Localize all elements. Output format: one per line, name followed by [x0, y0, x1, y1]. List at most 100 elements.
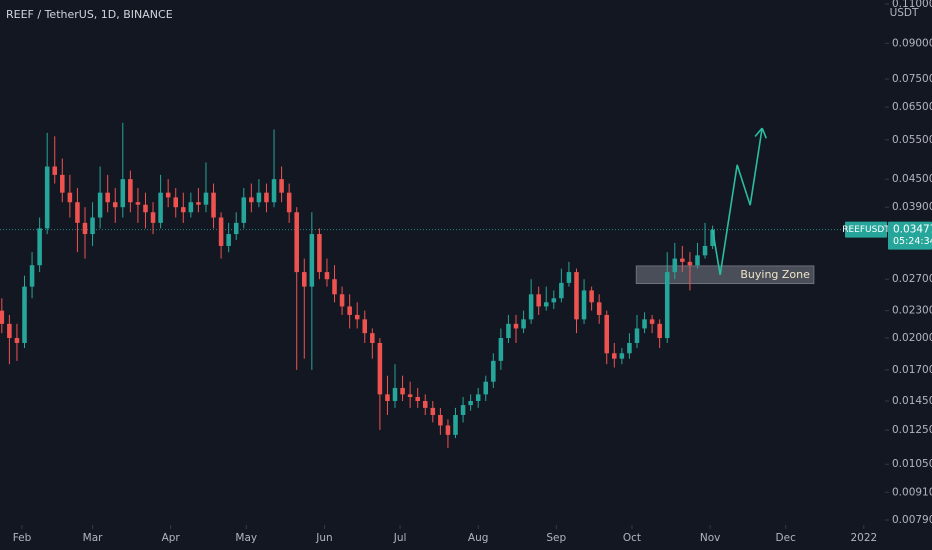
x-tick-label: Nov — [700, 532, 721, 544]
y-tick-label: 0.03900 — [892, 201, 932, 213]
candle-body — [589, 290, 594, 303]
y-tick-label: 0.01250 — [892, 424, 932, 436]
x-tick-label: 2022 — [850, 532, 877, 544]
candle-body — [196, 202, 201, 205]
candle-body — [279, 179, 284, 193]
candle-body — [430, 407, 436, 416]
candle-body — [135, 202, 141, 205]
candle-body — [362, 319, 368, 334]
y-tick-label: 0.01700 — [892, 364, 932, 376]
candle-body — [627, 342, 632, 354]
candle-body — [128, 179, 133, 203]
candle-body — [506, 323, 511, 339]
x-tick-label: Sep — [546, 532, 566, 544]
candle-body — [672, 258, 678, 273]
candle-body — [203, 192, 209, 205]
candle-body — [536, 294, 541, 307]
arrow-head — [761, 127, 768, 139]
y-tick-label: 0.00790 — [892, 514, 932, 526]
candle-body — [112, 202, 118, 208]
candle-body — [354, 314, 360, 320]
candle-body — [559, 282, 564, 299]
y-tick-label: 0.06500 — [892, 101, 932, 113]
y-tick-label: 0.00910 — [892, 486, 932, 498]
candle-body — [445, 425, 451, 435]
chart-title: REEF / TetherUS, 1D, BINANCE — [6, 8, 173, 21]
candle-body — [453, 415, 458, 435]
symbol-tag — [845, 221, 887, 238]
candle-body — [475, 394, 481, 402]
x-tick-label: Apr — [162, 532, 181, 544]
candle-body — [309, 234, 315, 287]
y-tick-label: 0.02000 — [892, 332, 932, 344]
x-tick-label: Aug — [468, 532, 489, 544]
candle-body — [634, 328, 640, 343]
candle-body — [302, 272, 307, 287]
y-tick-label: 0.05500 — [892, 134, 932, 146]
candle-body — [60, 174, 65, 193]
candle-body — [521, 319, 526, 329]
candle-body — [339, 294, 345, 307]
buying-zone — [635, 265, 815, 285]
candle-body — [619, 353, 625, 359]
countdown-label: 05:24:34 — [893, 236, 932, 247]
candle-body — [604, 314, 610, 354]
candle-body — [256, 192, 262, 203]
candle-body — [82, 222, 88, 235]
candle-body — [14, 338, 20, 343]
candle-body — [165, 192, 171, 198]
y-tick-label: 0.09000 — [892, 37, 932, 49]
candle-body — [218, 217, 224, 246]
candle-body — [566, 272, 572, 283]
candle-body — [468, 401, 473, 406]
y-tick-label: 0.11000 — [892, 0, 932, 10]
y-tick-label: 0.07500 — [892, 73, 932, 85]
price-tag — [888, 221, 932, 250]
candle-body — [702, 245, 708, 256]
candle-body — [271, 179, 277, 203]
y-tick-label: 0.02700 — [892, 273, 932, 285]
candle-body — [574, 272, 579, 320]
candle-body — [97, 192, 103, 218]
candle-body — [543, 302, 549, 307]
candle-body — [407, 394, 413, 397]
candle-body — [143, 204, 148, 213]
candle-body — [460, 405, 466, 416]
candle-body — [188, 202, 194, 213]
candle-body — [596, 302, 602, 315]
candle-body — [491, 360, 496, 382]
x-tick-label: Dec — [776, 532, 797, 544]
candle-body — [264, 192, 269, 203]
projection-path — [711, 127, 763, 276]
y-tick-label: 0.04500 — [892, 173, 932, 185]
candle-body — [415, 396, 420, 402]
y-tick-label: 0.01050 — [892, 458, 932, 470]
candle-body — [680, 258, 685, 262]
candle-body — [37, 228, 42, 266]
candle-body — [385, 394, 390, 402]
candle-body — [317, 234, 322, 273]
candle-body — [105, 192, 110, 203]
candle-body — [0, 310, 5, 324]
candle-body — [226, 234, 231, 246]
candle-body — [657, 323, 662, 339]
x-tick-label: Feb — [13, 532, 32, 544]
candle-body — [7, 323, 12, 339]
price-label: 0.03477 — [893, 224, 932, 236]
y-tick-label: 0.01450 — [892, 395, 932, 407]
candle-body — [392, 387, 398, 402]
candle-body — [377, 342, 383, 395]
candle-body — [120, 179, 126, 208]
x-tick-label: Oct — [623, 532, 641, 544]
candle-body — [181, 207, 186, 213]
candle-body — [67, 192, 73, 203]
candle-body — [22, 286, 27, 343]
y-tick-label: 0.02300 — [892, 305, 932, 317]
candle-body — [483, 381, 489, 395]
candle-body — [44, 166, 50, 229]
candle-body — [642, 319, 647, 329]
zone-label: Buying Zone — [740, 268, 810, 281]
candle-body — [286, 192, 292, 213]
candle-body — [90, 217, 95, 235]
